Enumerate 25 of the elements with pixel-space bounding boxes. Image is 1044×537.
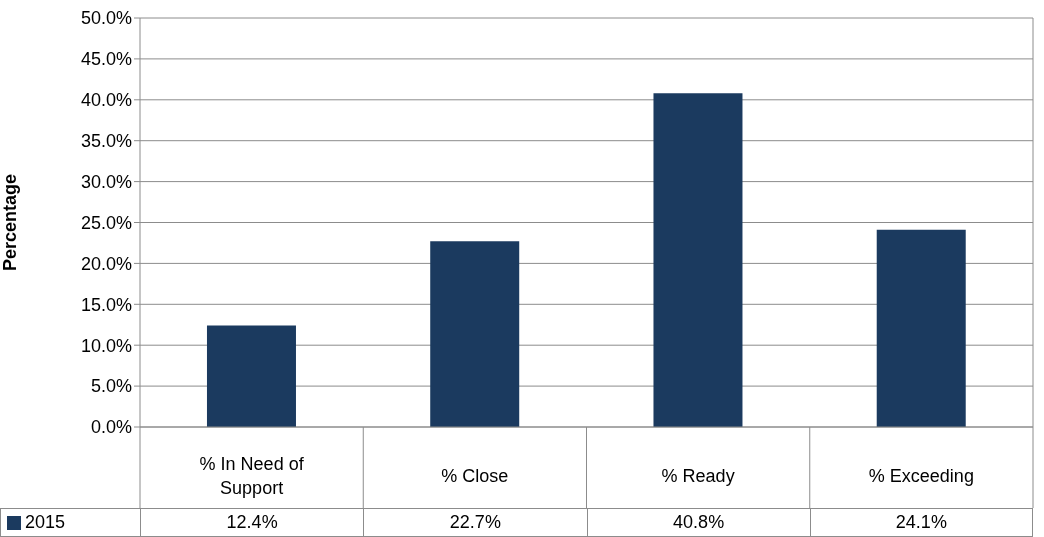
y-tick-label: 10.0%	[80, 335, 132, 356]
bar	[876, 229, 966, 427]
y-tick-label: 45.0%	[80, 49, 132, 70]
data-label: 40.8%	[586, 508, 810, 537]
x-tick-label: % Close	[441, 466, 509, 487]
x-tick-label: % In Need of Support	[199, 454, 305, 499]
bar	[653, 93, 743, 427]
y-tick-label: 5.0%	[90, 376, 132, 397]
bar	[430, 241, 520, 427]
y-tick-label: 40.0%	[80, 90, 132, 111]
data-label: 24.1%	[809, 508, 1033, 537]
y-tick-label: 0.0%	[90, 417, 132, 438]
data-label: 12.4%	[140, 508, 364, 537]
y-tick-label: 25.0%	[80, 212, 132, 233]
x-tick-label: % Ready	[661, 466, 735, 487]
data-label: 22.7%	[363, 508, 587, 537]
y-tick-label: 20.0%	[80, 253, 132, 274]
y-tick-label: 30.0%	[80, 171, 132, 192]
y-tick-label: 15.0%	[80, 294, 132, 315]
y-tick-label: 50.0%	[80, 8, 132, 29]
x-tick-label: % Exceeding	[868, 466, 974, 487]
bar	[206, 325, 296, 427]
y-tick-label: 35.0%	[80, 131, 132, 152]
legend-label: 2015	[25, 512, 66, 533]
y-axis-title: Percentage	[0, 173, 21, 272]
